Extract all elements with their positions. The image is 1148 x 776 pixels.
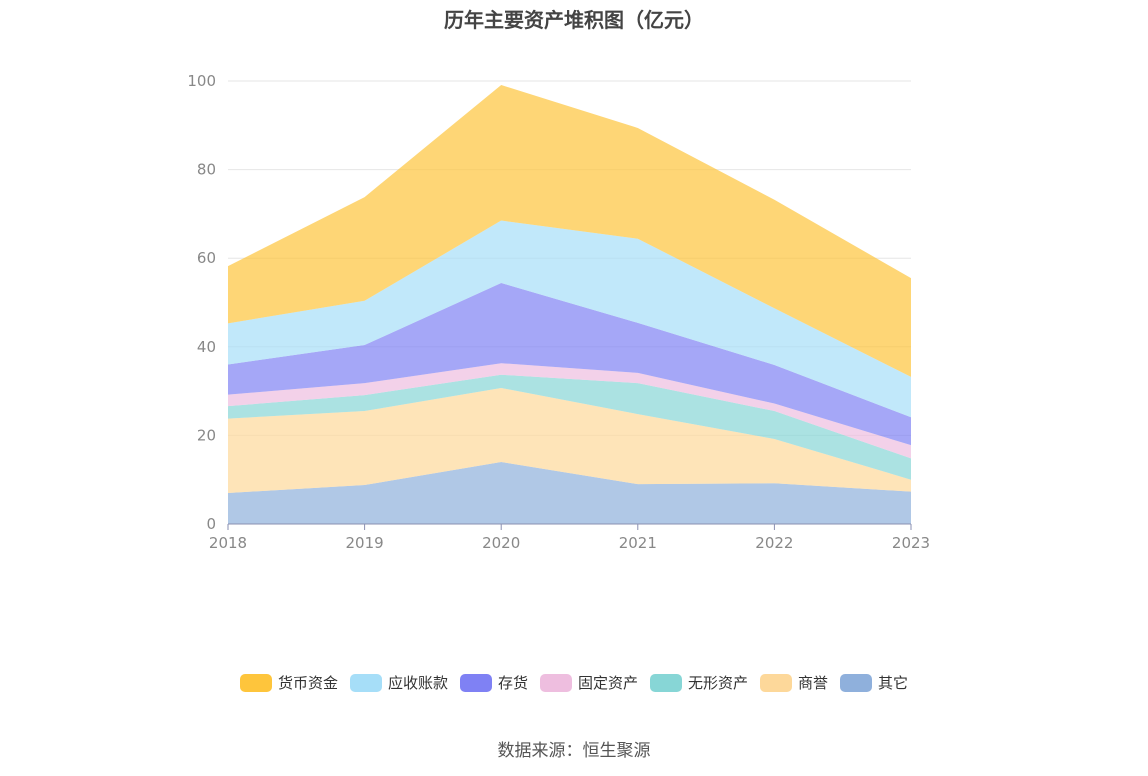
x-tick-label: 2023 [892,534,930,552]
area-series [228,461,911,524]
legend-item[interactable]: 商誉 [760,672,828,693]
area-series [228,387,911,493]
legend-label: 固定资产 [577,674,638,692]
y-tick-label: 80 [197,161,216,179]
legend-item[interactable]: 存货 [459,672,528,693]
legend-swatch [840,673,873,692]
legend-swatch [760,673,793,692]
legend-label: 无形资产 [688,674,749,692]
legend-swatch [650,673,682,692]
legend-label: 商誉 [798,674,829,692]
legend-label: 应收账款 [387,674,448,692]
area-series [228,84,911,377]
y-tick-label: 0 [206,515,216,533]
chart-title: 历年主要资产堆积图（亿元） [444,8,704,32]
x-tick-label: 2018 [209,534,247,552]
x-tick-label: 2020 [482,534,520,552]
area-series [228,283,911,446]
y-tick-label: 60 [197,249,216,267]
y-tick-label: 100 [187,72,216,90]
legend-swatch [239,673,272,692]
legend-item[interactable]: 固定资产 [539,672,638,693]
y-tick-label: 40 [197,338,216,356]
legend-swatch [349,673,382,692]
legend-item[interactable]: 其它 [840,672,908,693]
area-series [228,220,911,418]
x-tick-label: 2022 [755,534,793,552]
data-source-note: 数据来源：恒生聚源 [497,741,651,761]
legend-swatch [539,673,572,692]
area-series [228,363,911,459]
x-tick-label: 2019 [346,534,384,552]
y-tick-label: 20 [197,426,216,444]
legend-item[interactable]: 货币资金 [239,672,338,693]
legend-item[interactable]: 无形资产 [650,672,748,693]
legend-item[interactable]: 应收账款 [349,672,448,693]
legend-label: 存货 [497,674,528,692]
area-series [228,374,911,480]
legend-label: 其它 [878,674,909,692]
chart-legend: 货币资金 应收账款 存货 固定资产 无形资产 商誉 其它 [0,672,1148,693]
legend-label: 货币资金 [277,674,338,692]
x-tick-label: 2021 [619,534,657,552]
legend-swatch [459,673,492,692]
